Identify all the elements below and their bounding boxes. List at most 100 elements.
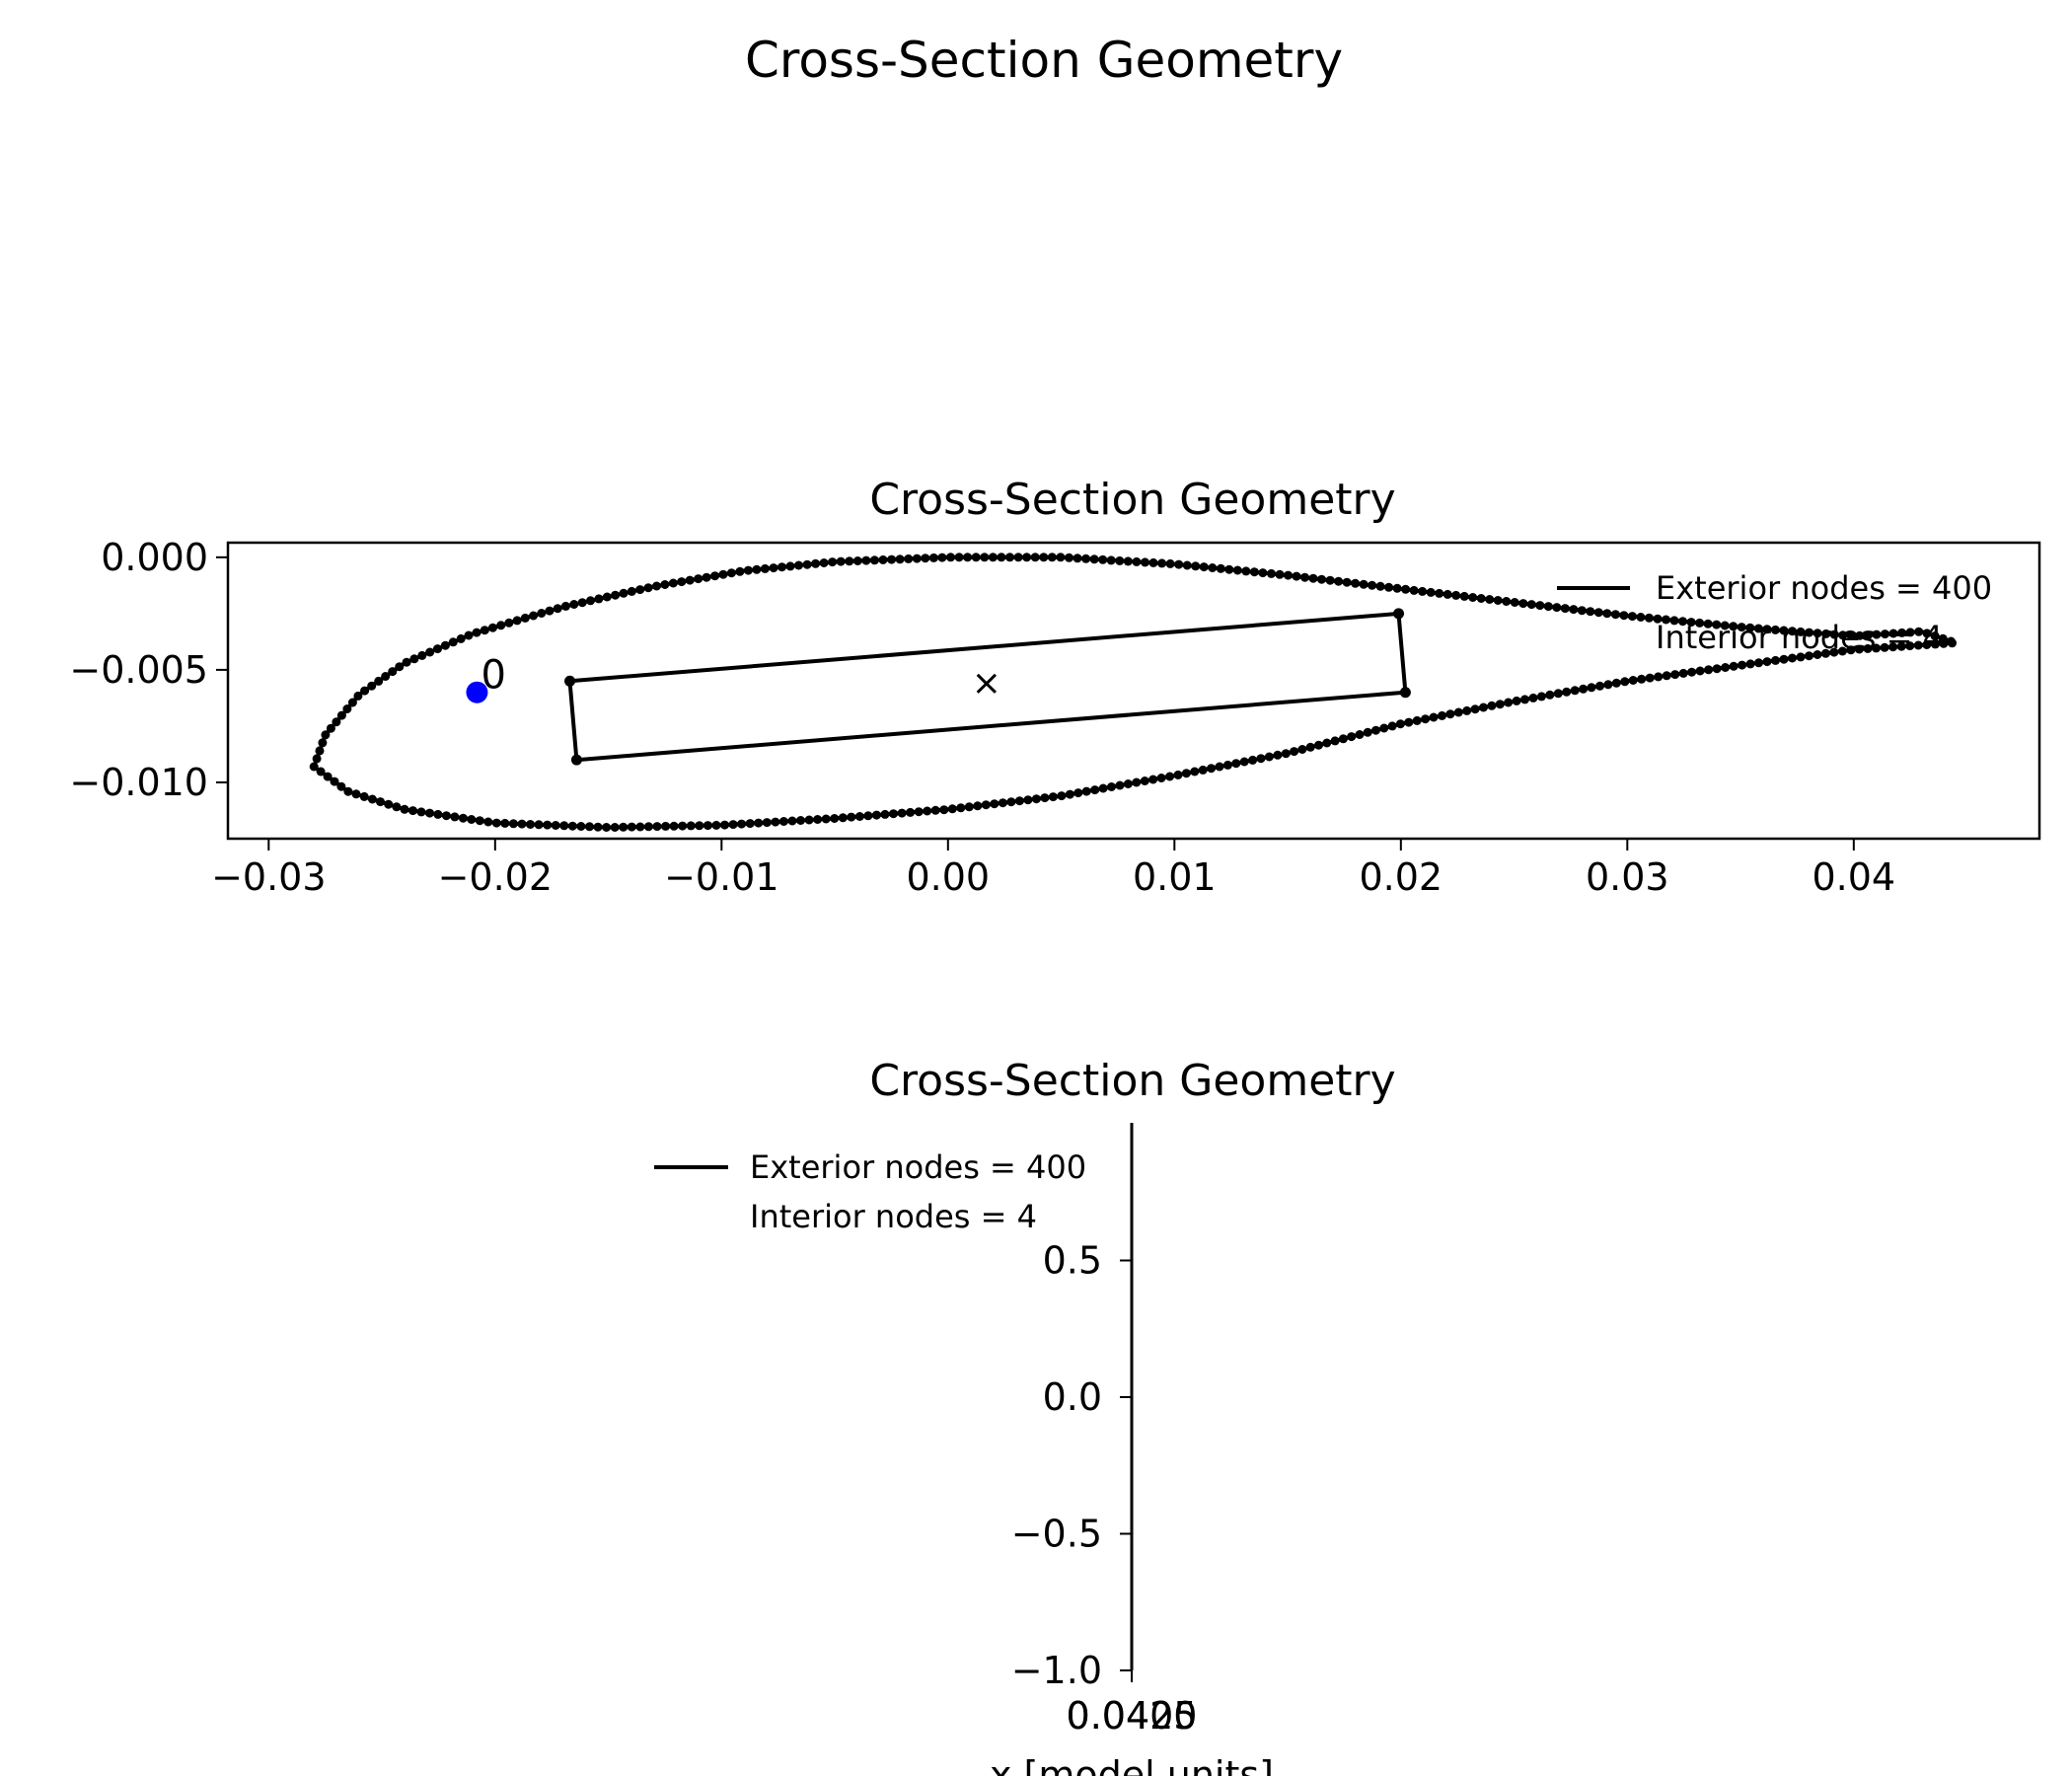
- exterior-node: [1771, 655, 1780, 665]
- exterior-node: [1232, 565, 1242, 575]
- exterior-node: [359, 791, 369, 801]
- exterior-node: [330, 777, 339, 786]
- exterior-node: [1662, 671, 1671, 681]
- bottom-y-tick-label: −1.0: [1011, 1649, 1102, 1692]
- exterior-node: [752, 564, 762, 574]
- exterior-node: [1729, 622, 1739, 631]
- exterior-node: [787, 816, 797, 826]
- exterior-node: [1846, 631, 1856, 640]
- exterior-node: [1805, 651, 1813, 661]
- exterior-node: [963, 553, 973, 562]
- exterior-node: [1047, 553, 1057, 562]
- exterior-node: [1330, 736, 1340, 746]
- exterior-node: [1412, 715, 1422, 725]
- exterior-node: [586, 596, 595, 606]
- exterior-node: [1468, 593, 1478, 602]
- exterior-node: [937, 553, 947, 562]
- exterior-node: [1081, 554, 1091, 563]
- exterior-node: [838, 813, 848, 823]
- exterior-node: [326, 723, 335, 733]
- exterior-node: [360, 686, 370, 696]
- top-x-tick-label: −0.02: [438, 855, 553, 899]
- exterior-node: [1297, 745, 1307, 754]
- exterior-node: [678, 821, 688, 831]
- exterior-node: [777, 562, 786, 572]
- exterior-node: [1535, 601, 1545, 611]
- exterior-node: [1267, 568, 1276, 578]
- bottom-legend-interior-label: Interior nodes = 4: [750, 1198, 1037, 1235]
- exterior-node: [483, 817, 493, 827]
- exterior-node: [1813, 650, 1822, 659]
- bottom-axes-title: Cross-Section Geometry: [869, 1056, 1395, 1106]
- exterior-node: [1479, 703, 1488, 712]
- exterior-node: [534, 820, 544, 830]
- exterior-node: [845, 556, 854, 566]
- exterior-node: [1231, 759, 1241, 769]
- exterior-node: [762, 818, 772, 828]
- exterior-node: [512, 616, 522, 626]
- exterior-node: [1148, 557, 1158, 567]
- exterior-node: [1712, 664, 1722, 674]
- exterior-node: [402, 657, 411, 667]
- exterior-node: [553, 604, 562, 614]
- exterior-node: [971, 553, 981, 562]
- exterior-node: [351, 789, 361, 799]
- interior-node: [1393, 608, 1405, 620]
- bottom-y-tick-label: 0.5: [1043, 1239, 1102, 1283]
- exterior-node: [1570, 686, 1580, 696]
- exterior-node: [863, 811, 873, 821]
- exterior-node: [1913, 640, 1923, 650]
- exterior-node: [1089, 555, 1099, 564]
- exterior-node: [342, 704, 352, 713]
- exterior-node: [754, 818, 764, 828]
- exterior-node: [1418, 586, 1428, 596]
- exterior-node: [1543, 602, 1553, 612]
- exterior-node: [1098, 555, 1108, 564]
- exterior-node: [1762, 657, 1772, 667]
- exterior-node: [1770, 625, 1780, 634]
- exterior-node: [560, 601, 570, 611]
- exterior-node: [998, 798, 1007, 808]
- exterior-node: [1703, 619, 1713, 629]
- exterior-node: [652, 822, 662, 832]
- exterior-node: [980, 553, 990, 562]
- exterior-node: [661, 821, 671, 831]
- exterior-node: [1855, 630, 1865, 640]
- exterior-node: [1930, 631, 1940, 641]
- bottom-legend-exterior-label: Exterior nodes = 400: [750, 1148, 1086, 1186]
- exterior-node: [1712, 620, 1722, 629]
- exterior-node: [1215, 762, 1224, 772]
- exterior-node: [813, 815, 823, 824]
- exterior-node: [1562, 687, 1572, 697]
- exterior-node: [1729, 661, 1739, 671]
- exterior-node: [1922, 640, 1932, 649]
- exterior-node: [988, 553, 998, 562]
- exterior-node: [1426, 587, 1436, 597]
- exterior-node: [760, 563, 770, 573]
- exterior-node: [1308, 573, 1318, 583]
- exterior-node: [475, 816, 484, 826]
- exterior-node: [343, 786, 353, 796]
- exterior-node: [321, 730, 331, 740]
- exterior-node: [669, 821, 679, 831]
- exterior-node: [1445, 709, 1455, 719]
- exterior-node: [1281, 749, 1291, 759]
- exterior-node: [1005, 553, 1014, 562]
- exterior-node: [1602, 609, 1612, 619]
- exterior-node: [1284, 570, 1293, 580]
- exterior-node: [930, 805, 940, 815]
- exterior-node: [1502, 597, 1512, 606]
- exterior-node: [1611, 678, 1621, 688]
- exterior-node: [1141, 557, 1149, 567]
- exterior-node: [1371, 725, 1380, 735]
- exterior-node: [619, 588, 629, 598]
- exterior-node: [889, 809, 898, 819]
- exterior-node: [1222, 760, 1232, 770]
- exterior-node: [312, 754, 322, 764]
- exterior-node: [1821, 629, 1831, 638]
- exterior-node: [611, 590, 621, 600]
- exterior-node: [1404, 717, 1414, 727]
- exterior-node: [1721, 663, 1731, 672]
- exterior-node: [1788, 653, 1797, 663]
- exterior-node: [1290, 747, 1299, 757]
